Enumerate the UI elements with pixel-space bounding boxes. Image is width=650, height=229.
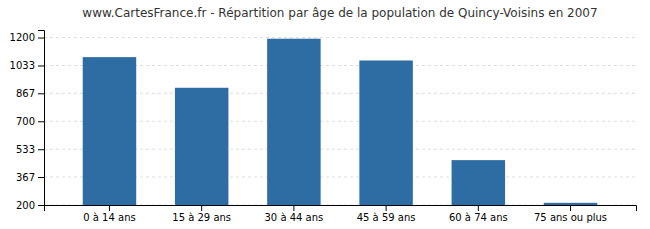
title: www.CartesFrance.fr - Répartition par âg… — [82, 6, 597, 20]
y-tick-mark — [38, 149, 44, 150]
x-tick-label: 60 à 74 ans — [449, 212, 508, 223]
x-tick-mark — [293, 205, 294, 211]
x-tick-mark — [201, 205, 202, 211]
y-tick-mark — [38, 66, 44, 67]
x-tick: 0 à 14 ans — [83, 205, 135, 223]
y-tick: 200 — [16, 200, 44, 211]
y-tick-mark — [38, 93, 44, 94]
y-tick-label: 1033 — [10, 60, 35, 71]
y-tick: 367 — [16, 172, 44, 183]
y-tick-mark — [38, 121, 44, 122]
chart: www.CartesFrance.fr - Répartition par âg… — [0, 0, 650, 229]
y-axis: 200 367 533 700 867 1033 1200 — [10, 31, 45, 211]
grid-line — [44, 37, 636, 38]
y-tick-label: 700 — [16, 116, 35, 127]
x-tick: 60 à 74 ans — [449, 205, 508, 223]
x-tick: 15 à 29 ans — [172, 205, 231, 223]
x-tick-label: 75 ans ou plus — [534, 212, 607, 223]
y-tick-mark — [38, 205, 44, 206]
y-tick-label: 533 — [16, 144, 35, 155]
y-tick: 867 — [16, 88, 44, 99]
y-tick-label: 867 — [16, 88, 35, 99]
y-axis-line — [38, 31, 45, 206]
y-tick-mark — [38, 177, 44, 178]
x-tick-label: 45 à 59 ans — [357, 212, 416, 223]
x-axis-line — [45, 206, 637, 212]
x-tick-mark — [570, 205, 571, 211]
y-tick-label: 367 — [16, 172, 35, 183]
bars — [83, 39, 598, 205]
bar — [267, 39, 320, 205]
x-tick: 75 ans ou plus — [534, 205, 607, 223]
y-tick-mark — [38, 38, 44, 39]
x-tick-label: 30 à 44 ans — [264, 212, 323, 223]
x-tick-mark — [386, 205, 387, 211]
y-tick-label: 1200 — [10, 32, 35, 43]
bar — [83, 57, 136, 205]
bar — [175, 88, 228, 205]
bar — [544, 203, 597, 205]
x-tick-label: 15 à 29 ans — [172, 212, 231, 223]
y-tick: 533 — [16, 144, 44, 155]
x-tick: 30 à 44 ans — [264, 205, 323, 223]
y-tick: 1200 — [10, 32, 44, 43]
x-tick-mark — [109, 205, 110, 211]
y-tick: 1033 — [10, 60, 44, 71]
bar — [452, 160, 505, 205]
bar — [359, 60, 412, 205]
y-tick-label: 200 — [16, 200, 35, 211]
x-tick-mark — [478, 205, 479, 211]
y-tick: 700 — [16, 116, 44, 127]
x-tick-label: 0 à 14 ans — [83, 212, 135, 223]
x-axis: 0 à 14 ans 15 à 29 ans 30 à 44 ans 45 à 59 … — [45, 205, 637, 223]
x-tick: 45 à 59 ans — [357, 205, 416, 223]
